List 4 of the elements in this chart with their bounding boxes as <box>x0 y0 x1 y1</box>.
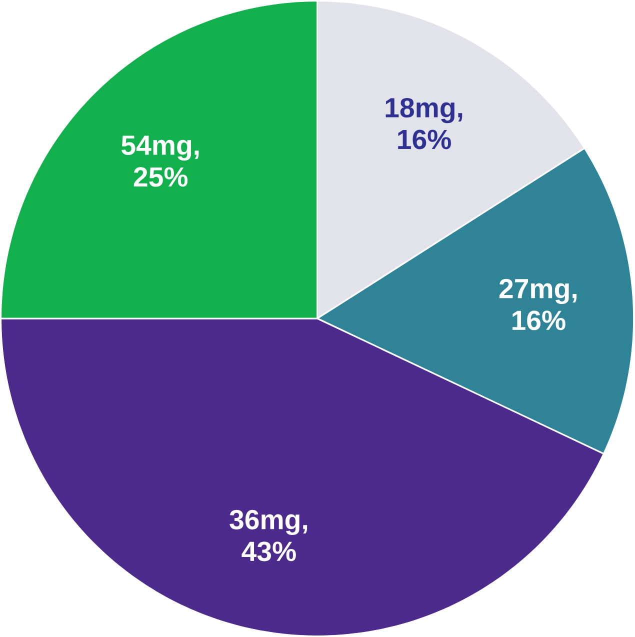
data-label: 18mg, 16% <box>386 98 462 150</box>
data-label: 36mg, 43% <box>230 510 308 562</box>
data-label: 54mg, 25% <box>122 136 199 187</box>
data-label: 27mg, 16% <box>500 278 577 330</box>
